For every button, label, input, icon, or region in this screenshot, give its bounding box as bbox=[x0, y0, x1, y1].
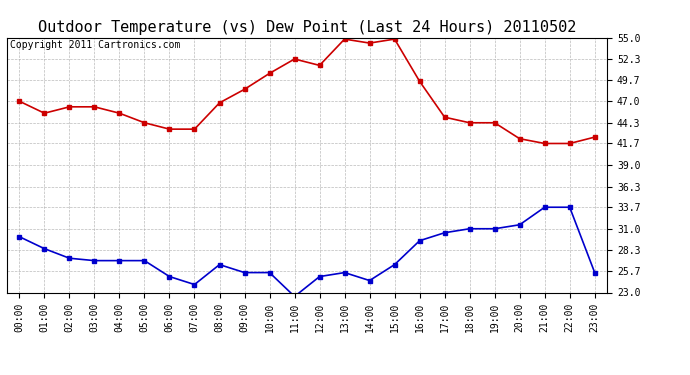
Title: Outdoor Temperature (vs) Dew Point (Last 24 Hours) 20110502: Outdoor Temperature (vs) Dew Point (Last… bbox=[38, 20, 576, 35]
Text: Copyright 2011 Cartronics.com: Copyright 2011 Cartronics.com bbox=[10, 40, 180, 50]
